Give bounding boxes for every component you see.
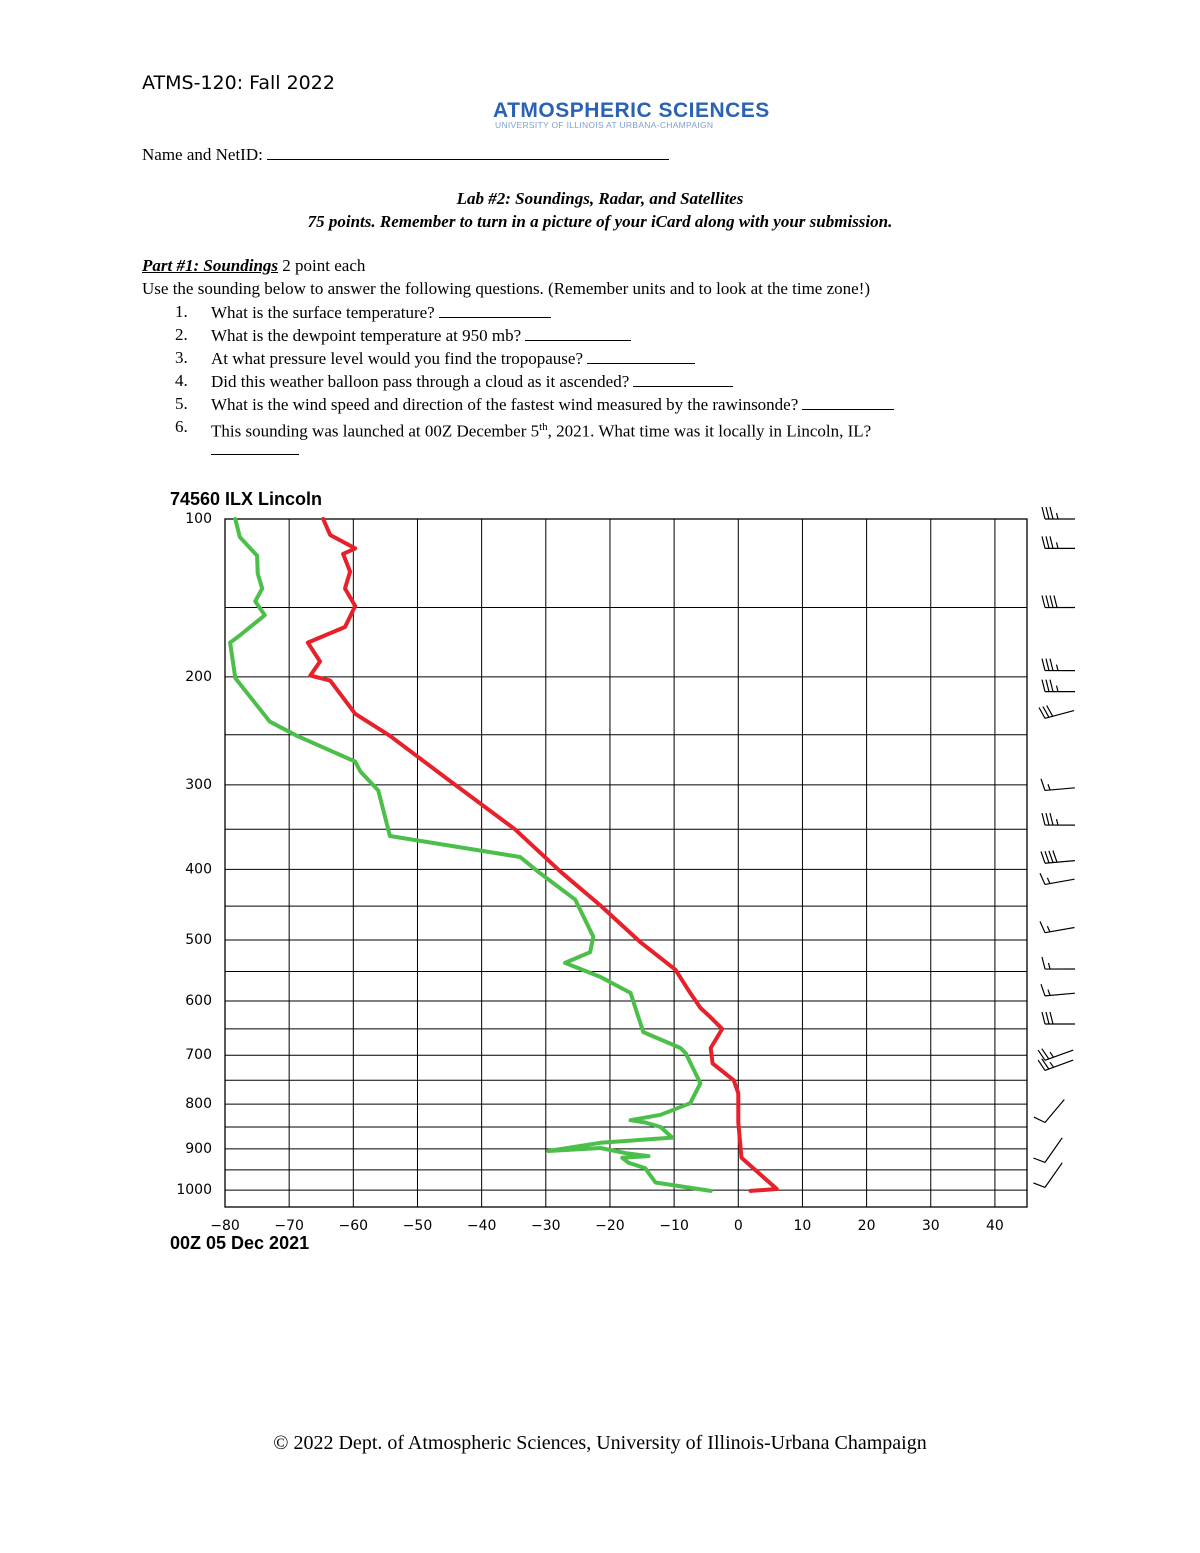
question-number: 2. <box>175 325 188 344</box>
question-text: What is the dewpoint temperature at 950 … <box>211 326 522 345</box>
question-number: 4. <box>175 371 188 390</box>
wind-barb <box>1037 1048 1074 1061</box>
y-tick-label: 100 <box>185 511 212 527</box>
part-title: Part #1: Soundings <box>142 256 279 275</box>
question-number: 6. <box>175 417 188 436</box>
name-label: Name and NetID: <box>142 145 263 164</box>
wind-barb <box>1041 506 1075 520</box>
question: What is the surface temperature? <box>211 301 551 324</box>
course-header: ATMS-120: Fall 2022 <box>142 72 335 94</box>
answer-blank <box>525 324 632 341</box>
name-line: Name and NetID: <box>142 143 669 166</box>
question: This sounding was launched at 00Z Decemb… <box>211 416 872 455</box>
answer-blank <box>211 438 299 455</box>
question-number: 1. <box>175 302 188 321</box>
x-tick-label: −30 <box>531 1218 561 1234</box>
x-tick-label: −80 <box>210 1218 240 1234</box>
question-number: 3. <box>175 348 188 367</box>
question: At what pressure level would you find th… <box>211 347 696 370</box>
x-tick-label: −20 <box>595 1218 625 1234</box>
chart-subtitle: 00Z 05 Dec 2021 <box>170 1233 309 1253</box>
question-number: 5. <box>175 394 188 413</box>
wind-barb <box>1040 778 1075 792</box>
x-tick-label: −50 <box>403 1218 433 1234</box>
wind-barb <box>1041 679 1076 693</box>
logo-subtitle: UNIVERSITY OF ILLINOIS AT URBANA-CHAMPAI… <box>495 120 714 130</box>
question-text: At what pressure level would you find th… <box>211 349 584 368</box>
wind-barb <box>1041 658 1076 672</box>
x-tick-label: 10 <box>794 1218 812 1234</box>
wind-barb <box>1033 1162 1063 1188</box>
question-text-end: , 2021. What time was it locally in Linc… <box>547 421 872 441</box>
sounding-line <box>228 517 713 1193</box>
question-text: What is the wind speed and direction of … <box>211 395 799 414</box>
wind-barb <box>1033 1099 1065 1124</box>
x-tick-label: −10 <box>659 1218 689 1234</box>
name-blank <box>266 143 669 160</box>
wind-barb <box>1041 595 1076 609</box>
wind-barb <box>1033 1137 1063 1163</box>
x-tick-label: −40 <box>467 1218 497 1234</box>
question-text: This sounding was launched at 00Z Decemb… <box>211 421 540 441</box>
lab-note: 75 points. Remember to turn in a picture… <box>307 212 893 231</box>
instructions: Use the sounding below to answer the fol… <box>142 279 871 298</box>
lab-title: Lab #2: Soundings, Radar, and Satellites <box>456 189 744 208</box>
footer: © 2022 Dept. of Atmospheric Sciences, Un… <box>273 1432 927 1454</box>
part-points: 2 point each <box>282 256 366 275</box>
wind-barb <box>1040 850 1075 864</box>
answer-blank <box>633 370 734 387</box>
answer-blank <box>438 301 551 318</box>
y-tick-label: 600 <box>185 993 212 1009</box>
logo-title: ATMOSPHERIC SCIENCES <box>493 99 770 122</box>
wind-barb <box>1037 1058 1074 1071</box>
x-tick-label: 0 <box>734 1218 743 1234</box>
wind-barb <box>1039 921 1075 934</box>
question-text: Did this weather balloon pass through a … <box>211 372 630 391</box>
y-tick-label: 200 <box>185 669 212 685</box>
question: What is the dewpoint temperature at 950 … <box>211 324 632 347</box>
question: What is the wind speed and direction of … <box>211 393 895 416</box>
y-tick-label: 900 <box>185 1141 212 1157</box>
y-tick-label: 400 <box>185 861 212 877</box>
wind-barb <box>1040 984 1075 997</box>
question-superscript: th <box>539 421 548 433</box>
answer-blank <box>802 393 895 410</box>
x-tick-label: 30 <box>922 1218 940 1234</box>
x-tick-label: 40 <box>986 1218 1004 1234</box>
chart-title: 74560 ILX Lincoln <box>170 489 322 509</box>
wind-barb <box>1041 1011 1076 1025</box>
y-tick-label: 700 <box>185 1047 212 1063</box>
wind-barb <box>1041 536 1076 549</box>
x-tick-label: 20 <box>858 1218 876 1234</box>
y-tick-label: 500 <box>185 932 212 948</box>
wind-barb <box>1038 705 1075 719</box>
x-tick-label: −60 <box>339 1218 369 1234</box>
wind-barb <box>1041 956 1076 970</box>
sounding-line <box>305 517 779 1193</box>
y-tick-label: 1000 <box>176 1182 212 1198</box>
x-tick-label: −70 <box>274 1218 304 1234</box>
wind-barb <box>1039 872 1075 886</box>
y-tick-label: 300 <box>185 777 212 793</box>
part-line: Part #1: Soundings 2 point each <box>142 255 365 277</box>
question-text: What is the surface temperature? <box>211 303 435 322</box>
wind-barb <box>1041 812 1076 826</box>
y-tick-label: 800 <box>185 1096 212 1112</box>
question: Did this weather balloon pass through a … <box>211 370 734 393</box>
answer-blank <box>587 347 696 364</box>
